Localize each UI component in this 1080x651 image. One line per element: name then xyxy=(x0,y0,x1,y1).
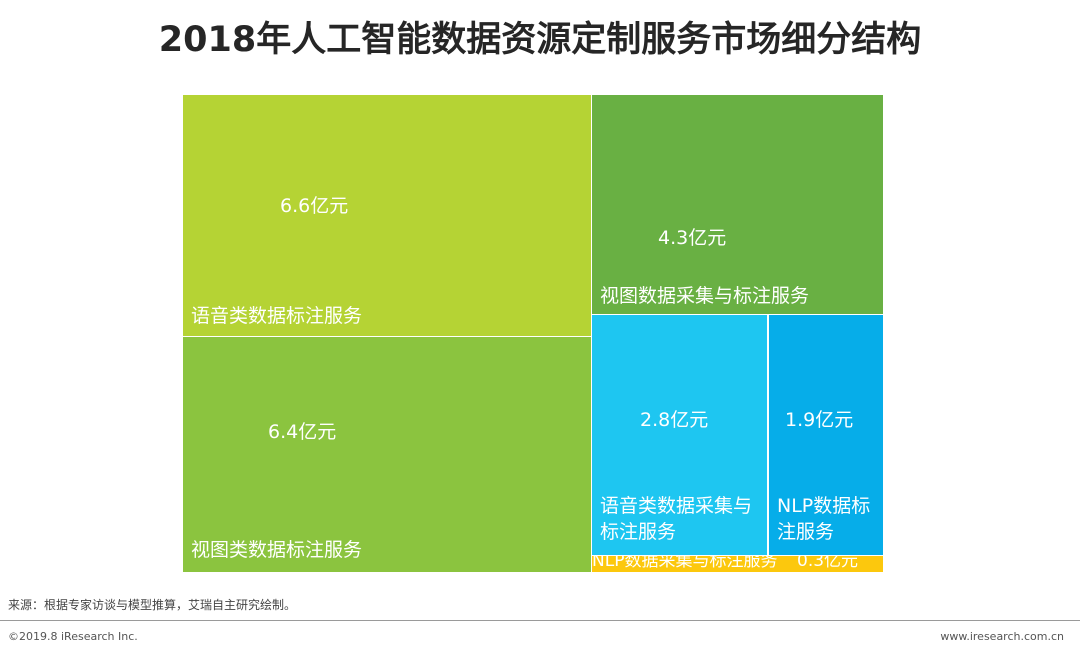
tile-value-label: 2.8亿元 xyxy=(640,409,709,431)
source-note: 来源：根据专家访谈与模型推算，艾瑞自主研究绘制。 xyxy=(8,598,297,612)
tile-value-label: 1.9亿元 xyxy=(785,409,854,431)
tile-value-label: 0.3亿元 xyxy=(797,556,859,571)
tile-label: NLP数据采集与标注服务 xyxy=(592,556,778,571)
tile-value-label: 4.3亿元 xyxy=(658,227,727,249)
tile-nlp-collection-annotation: NLP数据采集与标注服务 0.3亿元 xyxy=(592,556,883,572)
tile-nlp-annotation: NLP数据标注服务 1.9亿元 xyxy=(769,315,883,555)
tile-image-collection-annotation: 视图数据采集与标注服务 4.3亿元 xyxy=(592,95,883,314)
tile-label: 视图数据采集与标注服务 xyxy=(600,285,810,307)
tile-value-label: 6.4亿元 xyxy=(268,421,337,443)
tile-voice-annotation: 语音类数据标注服务 6.6亿元 xyxy=(183,95,591,336)
tile-image-annotation: 视图类数据标注服务 6.4亿元 xyxy=(183,337,591,572)
tile-voice-collection-annotation: 语音类数据采集与标注服务 2.8亿元 xyxy=(592,315,767,555)
chart-title: 2018年人工智能数据资源定制服务市场细分结构 xyxy=(158,20,922,60)
tile-value-label: 6.6亿元 xyxy=(280,195,349,217)
copyright-text: ©2019.8 iResearch Inc. xyxy=(8,630,138,643)
tile-label: 视图类数据标注服务 xyxy=(191,539,363,561)
website-text: www.iresearch.com.cn xyxy=(940,630,1064,643)
footer-divider xyxy=(0,620,1080,621)
tile-label: 语音类数据标注服务 xyxy=(191,305,363,327)
tile-label: NLP数据标注服务 xyxy=(777,495,871,543)
tile-label: 语音类数据采集与标注服务 xyxy=(600,495,753,543)
